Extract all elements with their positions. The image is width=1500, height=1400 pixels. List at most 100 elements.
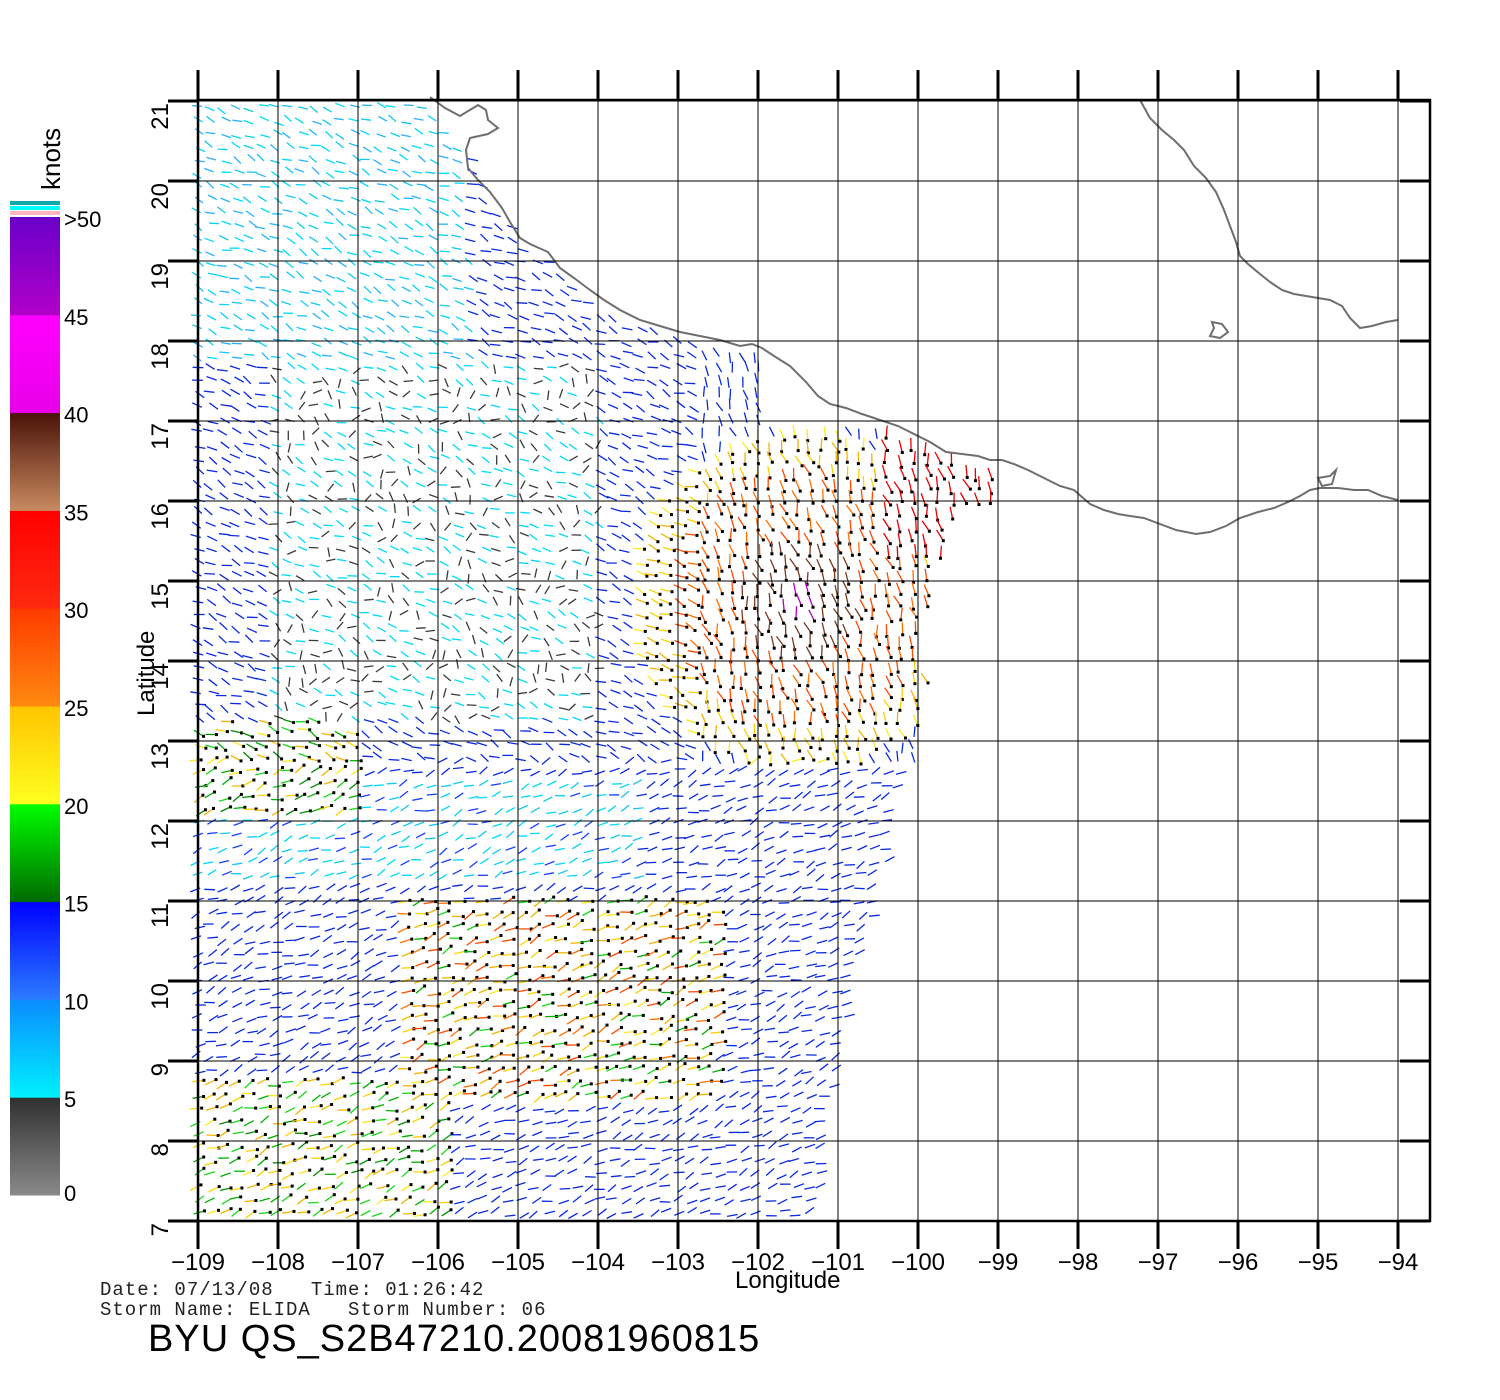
wind-barb [545,1142,555,1150]
wind-barb [323,402,334,407]
wind-barb [745,644,748,658]
wind-barb [191,207,202,214]
wind-barb [620,872,631,876]
wind-barb [633,1090,644,1100]
wind-barb [868,530,875,543]
wind-barb [385,278,396,281]
wind-barb [376,572,387,575]
wind-barb [285,482,290,492]
rain-flag [331,733,335,737]
wind-barb [649,327,659,336]
wind-barb [728,544,736,556]
wind-barb [820,658,829,670]
wind-barb [582,909,593,917]
wind-barb [558,1029,570,1037]
wind-barb [479,766,488,775]
wind-barb [454,833,464,842]
rain-flag [822,542,826,546]
wind-barb [220,806,231,813]
wind-barb [323,457,334,462]
wind-barb [714,785,725,788]
wind-barb [334,837,346,840]
wind-barb [308,1121,320,1124]
wind-barb [233,263,243,269]
wind-barb [234,662,245,668]
wind-barb [765,952,777,958]
wind-barb [518,900,530,904]
rain-flag [723,699,726,703]
wind-barb [533,884,543,892]
wind-barb [634,1080,646,1085]
wind-barb [413,843,424,850]
wind-barb [724,831,735,836]
wind-barb [801,986,812,993]
wind-barb [348,142,359,148]
wind-barb [281,468,291,476]
wind-barb [649,486,661,490]
wind-barb [583,730,593,739]
rain-flag [644,934,648,938]
wind-barb [619,967,632,970]
wind-barb [764,861,775,869]
wind-barb [778,541,782,555]
wind-barb [528,484,539,489]
wind-barb [546,390,550,401]
rain-flag [212,806,215,810]
wind-barb [610,364,621,369]
wind-barb [346,741,358,748]
wind-barb [386,655,397,659]
wind-barb [832,803,842,812]
wind-barb [269,1006,281,1009]
wind-barb [244,546,255,554]
wind-barb [221,116,231,122]
wind-barb [504,380,514,386]
wind-barb [334,860,345,864]
rain-flag [889,503,893,507]
rain-flag [864,738,868,741]
wind-barb [789,558,798,570]
wind-barb [493,467,504,473]
rain-flag [372,1119,376,1123]
wind-barb [467,730,479,736]
wind-barb [427,407,437,413]
wind-barb [296,377,305,385]
rain-flag [554,1083,558,1087]
wind-barb [723,885,733,893]
wind-barb [359,180,369,188]
wind-barb [517,651,528,654]
wind-barb [632,836,643,842]
wind-barb [835,697,838,710]
wind-barb [494,261,505,265]
wind-barb [741,1157,753,1162]
wind-barb [455,379,464,387]
wind-barb [247,153,256,162]
wind-barb [246,910,256,919]
wind-barb [295,1078,306,1088]
wind-barb [452,625,460,633]
rain-flag [741,620,745,624]
wind-barb [880,848,892,851]
wind-barb [814,847,826,851]
rain-flag [645,998,649,1002]
wind-barb [848,542,854,556]
wind-barb [647,534,659,543]
wind-barb [821,622,826,636]
wind-barb [801,922,813,928]
wind-barb [243,107,254,113]
wind-barb [858,689,866,702]
wind-barb [672,716,683,723]
wind-barb [791,1080,802,1087]
rain-flag [606,910,610,914]
wind-barb [555,574,565,580]
wind-barb [348,921,359,929]
wind-barb [203,639,214,647]
wind-barb [308,192,318,200]
wind-barb [611,846,621,853]
wind-barb [438,197,449,202]
rain-flag [800,464,804,468]
wind-barb [582,869,592,877]
wind-barb [307,857,319,862]
wind-barb [257,953,269,955]
wind-barb [623,717,634,725]
wind-barb [437,1000,450,1006]
